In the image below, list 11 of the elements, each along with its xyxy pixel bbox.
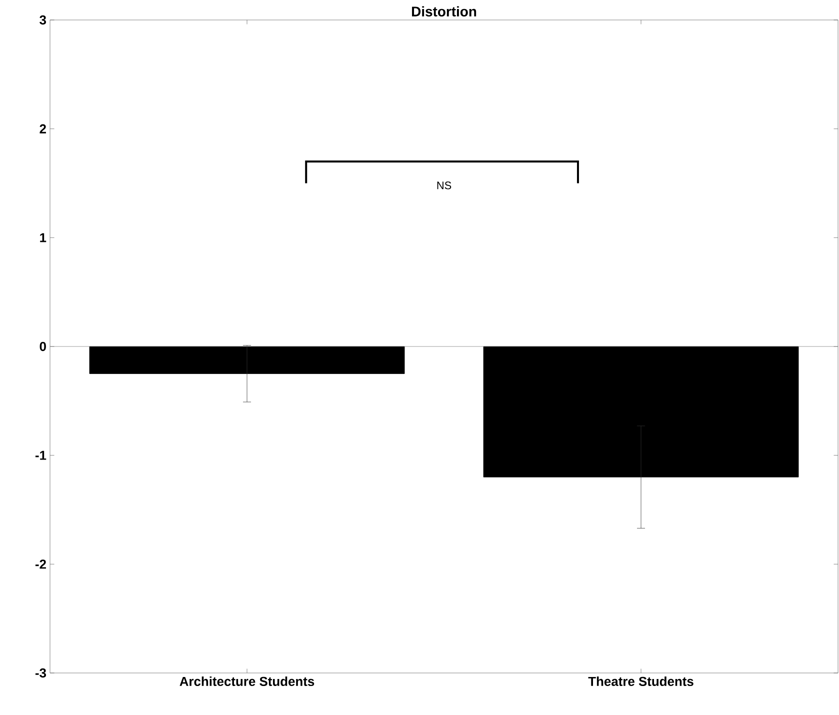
x-tick-label: Theatre Students bbox=[588, 676, 694, 686]
chart-title: Distortion bbox=[412, 6, 476, 16]
y-tick-label: -1 bbox=[35, 450, 46, 460]
y-tick-label: 0 bbox=[40, 342, 46, 352]
y-tick-label: -2 bbox=[35, 560, 46, 569]
annotation: NS bbox=[437, 182, 452, 190]
x-tick-label: Architecture Students bbox=[180, 676, 314, 686]
y-tick-label: 3 bbox=[40, 15, 46, 25]
y-tick-label: 2 bbox=[40, 124, 46, 134]
y-tick-label: -3 bbox=[35, 668, 46, 678]
y-tick-label: 1 bbox=[40, 233, 46, 242]
